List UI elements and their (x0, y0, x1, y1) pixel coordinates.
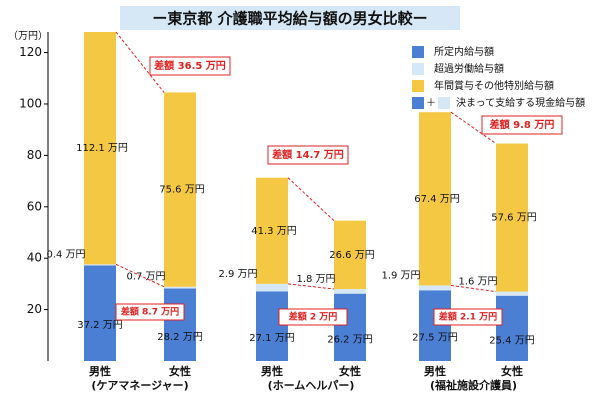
bar-segment (164, 286, 196, 289)
value-label: 27.1 万円 (249, 333, 294, 344)
bar-segment (496, 291, 528, 296)
diff-line (287, 283, 335, 290)
diff-line (287, 177, 335, 222)
legend-swatch (438, 97, 450, 109)
value-label: 1.9 万円 (381, 270, 420, 281)
x-tick-label: 男性 (89, 364, 111, 378)
x-tick-label: 女性 (339, 364, 361, 378)
group-label: (ケアマネージャー) (91, 379, 188, 392)
legend-label: 決まって支給する現金給与額 (456, 96, 585, 109)
title-box (120, 6, 460, 30)
legend-label: 所定内給与額 (434, 45, 494, 58)
y-axis-label: （万円） (8, 30, 48, 42)
legend-label: 年間賞与その他特別給与額 (434, 79, 554, 92)
bar-segment (256, 283, 288, 292)
y-tick-label: 20 (27, 302, 42, 316)
value-label: 0.4 万円 (46, 249, 85, 260)
value-label: 26.2 万円 (327, 334, 372, 345)
bar-segment (419, 285, 451, 291)
annotation-box (115, 303, 185, 321)
value-label: 26.6 万円 (329, 250, 374, 261)
value-label: 1.8 万円 (296, 274, 335, 285)
diff-line (450, 284, 497, 293)
diff-line (450, 111, 497, 144)
bar-segment (496, 143, 528, 292)
value-label: 57.6 万円 (491, 213, 536, 224)
value-label: 1.6 万円 (458, 277, 497, 288)
bar-segment (84, 264, 116, 266)
y-tick-label: 60 (27, 199, 42, 213)
annotation-box (481, 115, 563, 135)
bar-segment (496, 295, 528, 361)
annotation: 差額 36.5 万円 (154, 59, 226, 72)
bar-segment (419, 290, 451, 361)
annotation-box (267, 145, 349, 165)
diff-line (115, 263, 165, 288)
value-label: 67.4 万円 (414, 194, 459, 205)
bar-segment (256, 177, 288, 284)
y-tick-label: 120 (19, 45, 42, 59)
y-tick-label: 80 (27, 148, 42, 162)
legend-swatch (412, 80, 424, 92)
group-label: (福祉施設介護員) (430, 378, 517, 392)
value-label: 0.7 万円 (126, 272, 165, 283)
annotation: 差額 14.7 万円 (272, 148, 344, 161)
x-tick-label: 女性 (169, 364, 191, 378)
value-label: 37.2 万円 (77, 320, 122, 331)
diff-line (115, 31, 165, 93)
legend-plus: ＋ (426, 98, 436, 109)
value-label: 112.1 万円 (76, 143, 128, 154)
annotation: 差額 8.7 万円 (121, 306, 179, 318)
value-label: 27.5 万円 (412, 333, 457, 344)
value-label: 28.2 万円 (157, 332, 202, 343)
bar-segment (164, 288, 196, 361)
value-label: 75.6 万円 (159, 185, 204, 196)
x-tick-label: 男性 (261, 364, 283, 378)
legend-swatch (412, 97, 424, 109)
annotation-box (278, 308, 348, 326)
x-tick-label: 女性 (501, 364, 523, 378)
chart-title: ー東京都 介護職平均給与額の男女比較ー (152, 10, 427, 28)
bar-segment (84, 265, 116, 361)
bar-segment (334, 220, 366, 290)
y-tick-label: 100 (19, 96, 42, 110)
legend-label: 超過労働給与額 (434, 62, 504, 75)
x-tick-label: 男性 (424, 364, 446, 378)
legend-swatch (412, 63, 424, 75)
group-label: (ホームヘルパー) (268, 379, 355, 392)
annotation: 差額 9.8 万円 (490, 118, 555, 131)
bar-segment (164, 92, 196, 287)
annotation-box (149, 56, 231, 76)
bar-segment (256, 291, 288, 361)
value-label: 2.9 万円 (218, 269, 257, 280)
legend-swatch (412, 46, 424, 58)
annotation: 差額 2.1 万円 (439, 311, 497, 323)
bar-segment (334, 293, 366, 361)
value-label: 41.3 万円 (251, 226, 296, 237)
annotation-box (433, 308, 503, 326)
bar-segment (334, 289, 366, 294)
bar-segment (419, 112, 451, 286)
bar-segment (84, 32, 116, 265)
annotation: 差額 2 万円 (289, 311, 338, 323)
y-tick-label: 40 (27, 251, 42, 265)
value-label: 25.4 万円 (489, 335, 534, 346)
